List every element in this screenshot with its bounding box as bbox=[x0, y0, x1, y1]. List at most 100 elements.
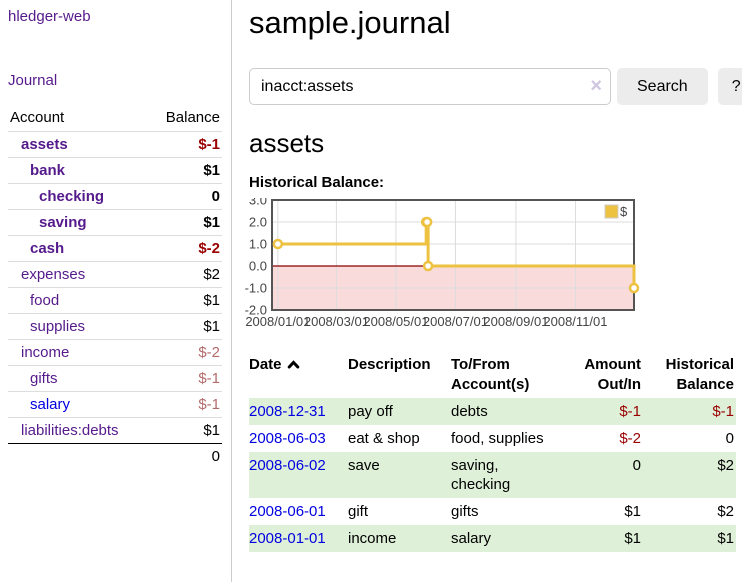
account-row: cash $-2 bbox=[8, 235, 222, 262]
account-row: gifts $-1 bbox=[8, 365, 222, 392]
transaction-description: eat & shop bbox=[348, 430, 420, 447]
svg-text:2.0: 2.0 bbox=[249, 215, 267, 230]
sidebar-item-journal[interactable]: Journal bbox=[8, 72, 58, 89]
transaction-balance: $1 bbox=[717, 530, 734, 547]
date-header-label: Date bbox=[249, 356, 282, 373]
account-balance: $-2 bbox=[149, 339, 222, 366]
transaction-date-link[interactable]: 2008-06-02 bbox=[249, 457, 326, 474]
sidebar-account-income[interactable]: income bbox=[21, 344, 70, 361]
spacer-cell bbox=[8, 443, 150, 469]
register-row: 2008-01-01 income salary $1 $1 bbox=[249, 525, 736, 552]
chart-heading: Historical Balance: bbox=[249, 174, 385, 191]
account-balance: $-1 bbox=[149, 131, 222, 158]
transaction-accounts: gifts bbox=[451, 503, 479, 520]
transaction-balance: 0 bbox=[725, 430, 734, 447]
transaction-accounts: saving, checking bbox=[451, 457, 511, 493]
account-balance: $-1 bbox=[149, 391, 222, 418]
account-row: assets $-1 bbox=[8, 131, 222, 158]
transaction-date-link[interactable]: 2008-06-03 bbox=[249, 430, 326, 447]
account-row: saving $1 bbox=[8, 209, 222, 236]
account-row: expenses $2 bbox=[8, 261, 222, 288]
sidebar-account-liabilities-debts[interactable]: liabilities:debts bbox=[21, 422, 119, 439]
transaction-amount: $-1 bbox=[619, 403, 641, 420]
svg-text:2008/05/01: 2008/05/01 bbox=[363, 314, 428, 329]
transaction-amount: 0 bbox=[632, 457, 641, 474]
account-balance: $-1 bbox=[149, 365, 222, 392]
sidebar-account-gifts[interactable]: gifts bbox=[30, 370, 58, 387]
register-col-header-date[interactable]: Date bbox=[249, 352, 348, 398]
register-col-header-account: To/From Account(s) bbox=[451, 356, 530, 393]
transaction-balance: $-1 bbox=[712, 403, 734, 420]
transaction-description: save bbox=[348, 457, 380, 474]
svg-text:2008/03/01: 2008/03/01 bbox=[304, 314, 369, 329]
sidebar-account-food[interactable]: food bbox=[30, 292, 60, 309]
transaction-amount: $-2 bbox=[619, 430, 641, 447]
register-col-header-amount: Amount Out/In bbox=[584, 356, 641, 393]
app-brand-link[interactable]: hledger-web bbox=[8, 8, 91, 25]
account-balance: $1 bbox=[203, 422, 220, 439]
search-button[interactable]: Search bbox=[617, 68, 708, 105]
account-balance: $2 bbox=[149, 261, 222, 288]
sidebar-account-bank[interactable]: bank bbox=[30, 162, 66, 179]
account-row: supplies $1 bbox=[8, 313, 222, 340]
transaction-description: gift bbox=[348, 503, 369, 520]
account-row: salary $-1 bbox=[8, 391, 222, 418]
sidebar-account-salary[interactable]: salary bbox=[30, 396, 71, 413]
account-page-title: assets bbox=[249, 128, 325, 158]
account-row: checking 0 bbox=[8, 183, 222, 210]
svg-text:$: $ bbox=[620, 204, 628, 219]
sidebar-account-checking[interactable]: checking bbox=[39, 188, 105, 205]
transaction-description: income bbox=[348, 530, 397, 547]
register-row: 2008-12-31 pay off debts $-1 $-1 bbox=[249, 398, 736, 425]
transaction-description: pay off bbox=[348, 403, 393, 420]
search-input[interactable] bbox=[249, 68, 611, 105]
svg-text:3.0: 3.0 bbox=[249, 198, 267, 208]
register-row: 2008-06-03 eat & shop food, supplies $-2 0 bbox=[249, 425, 736, 452]
search-help-button[interactable]: ? bbox=[717, 68, 742, 105]
sidebar-account-cash[interactable]: cash bbox=[30, 240, 65, 257]
account-balance: $1 bbox=[149, 313, 222, 340]
accounts-table: Account Balance assets $-1 bank $1 checking 0… bbox=[8, 105, 222, 469]
account-balance: $1 bbox=[149, 157, 222, 184]
chevron-up-icon bbox=[287, 355, 300, 375]
accounts-col-header-balance: Balance bbox=[149, 105, 222, 132]
accounts-col-header-account: Account bbox=[8, 105, 150, 132]
transaction-accounts: debts bbox=[451, 403, 488, 420]
register-col-header-balance: Historical Balance bbox=[665, 356, 734, 393]
account-row: income $-2 bbox=[8, 339, 222, 366]
transaction-accounts: salary bbox=[451, 530, 492, 547]
account-balance: $1 bbox=[149, 287, 222, 314]
sidebar-account-assets[interactable]: assets bbox=[21, 136, 68, 153]
svg-text:2008/01/01: 2008/01/01 bbox=[245, 314, 310, 329]
clear-search-icon[interactable]: × bbox=[590, 75, 602, 97]
svg-text:2008/09/01: 2008/09/01 bbox=[483, 314, 548, 329]
account-row: bank $1 bbox=[8, 157, 222, 184]
sidebar-account-saving[interactable]: saving bbox=[39, 214, 87, 231]
sidebar-account-supplies[interactable]: supplies bbox=[30, 318, 86, 335]
svg-text:1.0: 1.0 bbox=[249, 237, 267, 252]
search-form: × Search ? bbox=[249, 68, 742, 105]
transaction-amount: $1 bbox=[624, 503, 641, 520]
svg-text:-2.0: -2.0 bbox=[245, 303, 267, 318]
transaction-date-link[interactable]: 2008-12-31 bbox=[249, 403, 326, 420]
sidebar-account-expenses[interactable]: expenses bbox=[21, 266, 86, 283]
svg-text:2008/07/01: 2008/07/01 bbox=[423, 314, 488, 329]
accounts-total-row: 0 bbox=[8, 443, 222, 469]
accounts-total-value: 0 bbox=[149, 443, 222, 469]
register-row: 2008-06-01 gift gifts $1 $2 bbox=[249, 498, 736, 525]
transaction-balance: $2 bbox=[717, 503, 734, 520]
account-row: food $1 bbox=[8, 287, 222, 314]
main-content: sample.journal × Search ? assets Histori… bbox=[232, 0, 742, 582]
register-col-header-description: Description bbox=[348, 356, 431, 373]
register-row: 2008-06-02 save saving, checking 0 $2 bbox=[249, 452, 736, 498]
register-table: Date Description To/From Account(s) Amou… bbox=[249, 352, 736, 552]
account-balance: 0 bbox=[149, 183, 222, 210]
transaction-date-link[interactable]: 2008-06-01 bbox=[249, 503, 326, 520]
sidebar: hledger-web Journal Account Balance asse… bbox=[0, 0, 232, 582]
account-balance: $1 bbox=[149, 209, 222, 236]
account-row: liabilities:debts $1 bbox=[8, 418, 222, 444]
svg-text:0.0: 0.0 bbox=[249, 259, 267, 274]
transaction-date-link[interactable]: 2008-01-01 bbox=[249, 530, 326, 547]
svg-text:-1.0: -1.0 bbox=[245, 281, 267, 296]
account-balance: $-2 bbox=[149, 235, 222, 262]
